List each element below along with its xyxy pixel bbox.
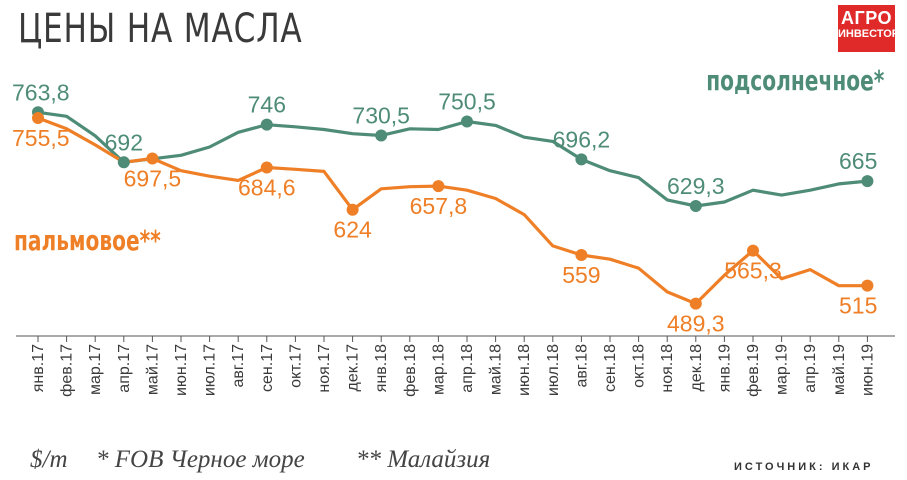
x-tick-label: окт.17 <box>287 344 304 388</box>
palm-value-label: 489,3 <box>667 311 725 337</box>
x-tick-label: май.18 <box>488 344 505 395</box>
sunflower-value-label: 692 <box>105 129 143 155</box>
x-tick-label: мар.17 <box>87 344 104 395</box>
palm-point <box>346 203 359 216</box>
sunflower-point <box>260 118 273 131</box>
x-tick-label: дек.18 <box>688 344 705 392</box>
palm-line <box>36 116 870 306</box>
palm-value-label: 755,5 <box>12 125 70 151</box>
sunflower-value-label: 696,2 <box>553 126 611 152</box>
x-tick-label: апр.19 <box>802 344 819 393</box>
sunflower-point <box>689 200 702 213</box>
x-tick-label: фев.18 <box>402 344 419 397</box>
legend-sunflower: подсолнечное* <box>706 64 885 97</box>
legend-palm: пальмовое** <box>14 224 161 257</box>
palm-value-label: 624 <box>333 217 372 243</box>
logo-line-1: АГРО <box>841 8 892 28</box>
x-tick-label: дек.17 <box>345 344 362 392</box>
palm-value-label: 565,3 <box>724 258 782 284</box>
x-tick-label: янв.17 <box>30 344 47 392</box>
sunflower-point <box>375 129 388 142</box>
palm-point <box>146 152 159 165</box>
sunflower-point <box>117 156 130 169</box>
x-tick-label: май.17 <box>144 344 161 395</box>
x-tick-label: окт.18 <box>631 344 648 388</box>
palm-point <box>575 249 588 261</box>
palm-value-label: 684,6 <box>238 174 296 200</box>
x-tick-label: июл.17 <box>202 344 219 396</box>
x-tick-label: янв.18 <box>373 344 390 392</box>
x-tick-label: сен.17 <box>259 344 276 392</box>
palm-point <box>32 112 44 125</box>
source-note: ИСТОЧНИК: ИКАР <box>734 461 874 473</box>
x-tick-label: авг.17 <box>230 344 247 388</box>
palm-value-label: 657,8 <box>410 193 468 219</box>
palm-value-label: 559 <box>562 262 600 288</box>
palm-point <box>260 161 273 174</box>
palm-point <box>861 279 874 292</box>
palm-value-label: 515 <box>839 293 877 319</box>
sunflower-value-label: 730,5 <box>352 102 410 128</box>
x-tick-label: фев.19 <box>745 344 762 397</box>
logo-line-2: ИНВЕСТОР <box>838 28 900 40</box>
x-tick-label: май.19 <box>831 344 848 395</box>
sunflower-value-label: 746 <box>248 92 286 118</box>
sunflower-point <box>461 115 473 128</box>
palm-point <box>432 180 445 193</box>
x-tick-label: фев.17 <box>59 344 76 397</box>
palm-value-label: 697,5 <box>124 165 182 191</box>
sunflower-point <box>575 153 588 166</box>
x-tick-label: июн.19 <box>859 344 876 396</box>
unit-note: $/m <box>30 446 68 473</box>
agroinvestor-logo: АГРО ИНВЕСТОР <box>838 5 900 52</box>
x-tick-label: апр.17 <box>116 344 133 393</box>
x-tick-label: июн.17 <box>173 344 190 396</box>
sunflower-value-label: 763,8 <box>12 79 70 105</box>
sunflower-value-label: 629,3 <box>667 173 725 199</box>
x-tick-label: июн.18 <box>516 344 533 396</box>
sunflower-line <box>36 110 870 208</box>
palm-point <box>747 244 759 257</box>
x-tick-label: ноя.18 <box>659 344 676 393</box>
footnote-sunflower: * FOB Черное море <box>96 446 305 473</box>
x-tick-label: апр.18 <box>459 344 476 393</box>
x-tick-label: мар.18 <box>430 344 447 395</box>
x-tick-label: июл.18 <box>545 344 562 396</box>
chart-title: ЦЕНЫ НА МАСЛА <box>18 6 303 52</box>
x-tick-label: мар.19 <box>774 344 791 395</box>
x-tick-label: сен.18 <box>602 344 619 392</box>
x-tick-label: ноя.17 <box>316 344 333 393</box>
sunflower-value-label: 750,5 <box>438 89 496 115</box>
sunflower-value-label: 665 <box>839 148 877 174</box>
palm-point <box>689 297 702 310</box>
footnote-palm: ** Малайзия <box>356 446 491 473</box>
x-tick-label: янв.19 <box>716 344 733 392</box>
x-tick-label: авг.18 <box>573 344 590 388</box>
sunflower-point <box>861 175 874 188</box>
